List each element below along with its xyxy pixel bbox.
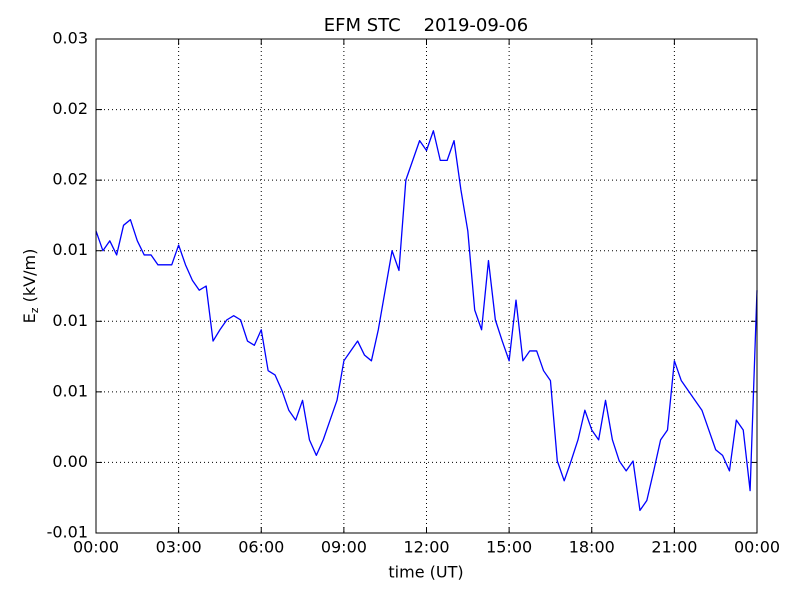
y-tick-label: 0.02 <box>52 99 88 118</box>
y-tick-label: 0.03 <box>52 29 88 48</box>
y-tick-label: 0.01 <box>52 311 88 330</box>
chart-title: EFM STC 2019-09-06 <box>324 15 528 36</box>
x-tick-label: 03:00 <box>156 538 202 557</box>
x-tick-label: 09:00 <box>321 538 367 557</box>
x-tick-label: 00:00 <box>73 538 119 557</box>
x-tick-label: 12:00 <box>403 538 449 557</box>
plot-frame <box>95 38 758 534</box>
y-label-main: E <box>20 313 39 323</box>
y-axis-label: Ez (kV/m) <box>20 249 42 324</box>
y-tick-label: 0.02 <box>52 170 88 189</box>
x-tick-label: 21:00 <box>651 538 697 557</box>
y-tick-label: -0.01 <box>47 523 88 542</box>
y-tick-label: 0.01 <box>52 240 88 259</box>
data-line <box>95 130 758 512</box>
x-tick-label: 18:00 <box>569 538 615 557</box>
x-tick-label: 06:00 <box>238 538 284 557</box>
x-axis-label: time (UT) <box>388 563 463 582</box>
y-tick-label: 0.01 <box>52 381 88 400</box>
x-tick-label: 15:00 <box>486 538 532 557</box>
x-tick-label: 00:00 <box>734 538 780 557</box>
y-label-sub: z <box>28 307 41 313</box>
y-tick-label: 0.00 <box>52 452 88 471</box>
y-label-unit: (kV/m) <box>20 249 39 308</box>
